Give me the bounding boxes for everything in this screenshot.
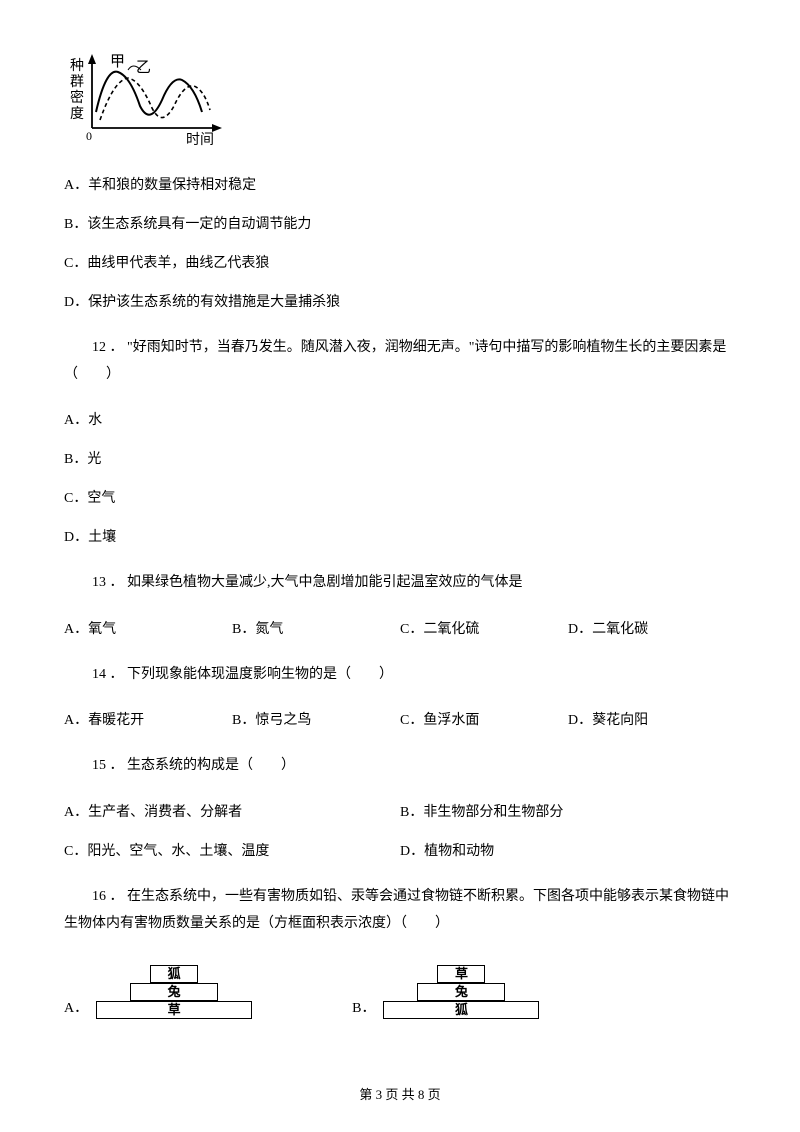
q12-option-c: C．空气 <box>64 488 736 509</box>
footer-mid: 页 共 <box>382 1087 418 1102</box>
q15-options-row1: A．生产者、消费者、分解者 B．非生物部分和生物部分 <box>64 802 736 823</box>
q14-option-d: D．葵花向阳 <box>568 710 736 731</box>
q16-label-b: B． <box>352 998 375 1019</box>
q15-option-c: C．阳光、空气、水、土壤、温度 <box>64 841 400 862</box>
svg-text:度: 度 <box>70 106 84 122</box>
q13-options: A．氧气 B．氮气 C．二氧化硫 D．二氧化碳 <box>64 619 736 640</box>
q11-option-b: B．该生态系统具有一定的自动调节能力 <box>64 214 736 235</box>
q16-label-a: A． <box>64 998 88 1019</box>
q12-option-a: A．水 <box>64 410 736 431</box>
q15-options-row2: C．阳光、空气、水、土壤、温度 D．植物和动物 <box>64 841 736 862</box>
q16-stem: 16 ． 在生态系统中，一些有害物质如铅、汞等会通过食物链不断积累。下图各项中能… <box>64 884 736 937</box>
q12-option-b: B．光 <box>64 449 736 470</box>
q15-option-d: D．植物和动物 <box>400 841 736 862</box>
page-footer: 第 3 页 共 8 页 <box>0 1085 800 1105</box>
q13-stem: 13 ． 如果绿色植物大量减少,大气中急剧增加能引起温室效应的气体是 <box>64 570 736 597</box>
pyramid-b-top: 草 <box>437 965 485 983</box>
q16-number: 16 ． <box>92 889 124 904</box>
q12-stem: 12 ． "好雨知时节，当春乃发生。随风潜入夜，润物细无声。"诗句中描写的影响植… <box>64 335 736 388</box>
q13-option-b: B．氮气 <box>232 619 400 640</box>
pyramid-a: 狐 兔 草 <box>96 965 252 1019</box>
svg-text:密: 密 <box>70 89 84 106</box>
q15-text: 生态系统的构成是（ ） <box>127 758 295 773</box>
q13-option-d: D．二氧化碳 <box>568 619 736 640</box>
q11-option-c: C．曲线甲代表羊，曲线乙代表狼 <box>64 253 736 274</box>
q15-number: 15 ． <box>92 758 124 773</box>
q16-option-a: A． 狐 兔 草 <box>64 965 252 1019</box>
q13-option-a: A．氧气 <box>64 619 232 640</box>
q11-option-a: A．羊和狼的数量保持相对稳定 <box>64 175 736 196</box>
footer-right: 页 <box>424 1087 440 1102</box>
q13-number: 13 ． <box>92 575 124 590</box>
pyramid-b-mid: 兔 <box>417 983 505 1001</box>
q16-option-b: B． 草 兔 狐 <box>352 965 539 1019</box>
q14-number: 14 ． <box>92 667 124 682</box>
curve-label-solid: 甲 <box>110 54 125 70</box>
q16-options: A． 狐 兔 草 B． 草 兔 狐 <box>64 965 736 1019</box>
pyramid-a-bot: 草 <box>96 1001 252 1019</box>
q14-option-b: B．惊弓之鸟 <box>232 710 400 731</box>
q12-number: 12 ． <box>92 340 124 355</box>
q14-options: A．春暖花开 B．惊弓之鸟 C．鱼浮水面 D．葵花向阳 <box>64 710 736 731</box>
q12-text: "好雨知时节，当春乃发生。随风潜入夜，润物细无声。"诗句中描写的影响植物生长的主… <box>64 340 726 382</box>
q15-option-b: B．非生物部分和生物部分 <box>400 802 736 823</box>
footer-left: 第 <box>359 1087 375 1102</box>
q14-option-c: C．鱼浮水面 <box>400 710 568 731</box>
pyramid-b-bot: 狐 <box>383 1001 539 1019</box>
q14-text: 下列现象能体现温度影响生物的是（ ） <box>127 667 393 682</box>
population-graph: 种 群 密 度 0 时间 甲 乙 <box>68 50 736 157</box>
q16-text: 在生态系统中，一些有害物质如铅、汞等会通过食物链不断积累。下图各项中能够表示某食… <box>64 889 729 931</box>
q14-option-a: A．春暖花开 <box>64 710 232 731</box>
y-label-1: 种 <box>70 58 84 74</box>
x-label: 时间 <box>186 132 214 148</box>
q13-text: 如果绿色植物大量减少,大气中急剧增加能引起温室效应的气体是 <box>127 575 523 590</box>
q15-stem: 15 ． 生态系统的构成是（ ） <box>64 753 736 780</box>
q15-option-a: A．生产者、消费者、分解者 <box>64 802 400 823</box>
pyramid-a-top: 狐 <box>150 965 198 983</box>
q11-option-d: D．保护该生态系统的有效措施是大量捕杀狼 <box>64 292 736 313</box>
svg-text:群: 群 <box>70 74 84 90</box>
q13-option-c: C．二氧化硫 <box>400 619 568 640</box>
q14-stem: 14 ． 下列现象能体现温度影响生物的是（ ） <box>64 662 736 689</box>
pyramid-b: 草 兔 狐 <box>383 965 539 1019</box>
q12-option-d: D．土壤 <box>64 527 736 548</box>
pyramid-a-mid: 兔 <box>130 983 218 1001</box>
svg-text:0: 0 <box>86 129 92 143</box>
